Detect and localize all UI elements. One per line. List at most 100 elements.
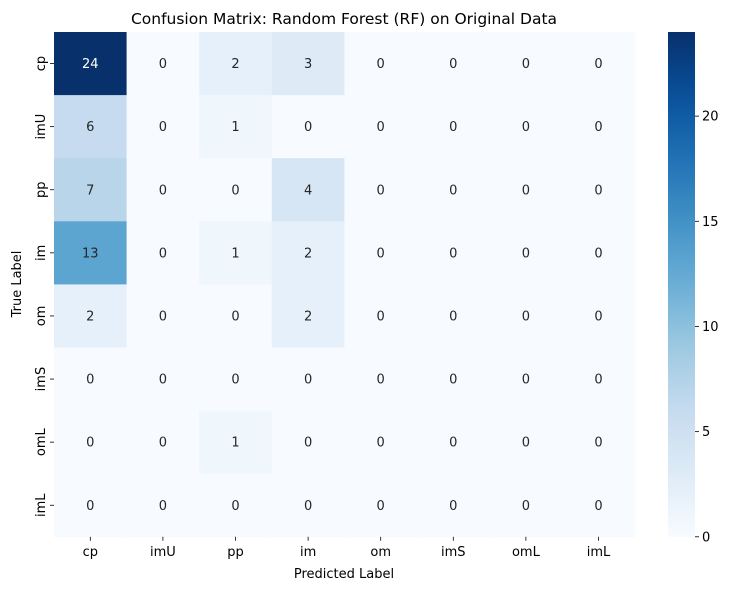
heatmap-cell xyxy=(344,95,418,159)
y-axis: cp imU pp im om imS omL imL xyxy=(34,56,54,517)
y-tick-label: imU xyxy=(34,114,49,140)
cell-value-label: 0 xyxy=(159,120,167,135)
cell-value-label: 0 xyxy=(522,120,530,135)
x-tick-label: imL xyxy=(587,545,611,560)
cell-value-label: 0 xyxy=(159,499,167,514)
heatmap-cell xyxy=(271,95,345,159)
x-tick-label: pp xyxy=(227,545,244,560)
heatmap-cell xyxy=(344,284,418,348)
cell-value-label: 0 xyxy=(377,309,385,324)
heatmap-cell xyxy=(417,347,491,412)
heatmap-cell xyxy=(126,32,200,96)
heatmap-cell xyxy=(489,410,563,475)
heatmap-cell xyxy=(199,284,273,348)
heatmap-cell xyxy=(126,158,200,222)
colorbar-tick-label: 5 xyxy=(702,425,710,440)
cell-value-label: 0 xyxy=(231,373,239,388)
heatmap-cell xyxy=(562,284,636,348)
cell-value-label: 0 xyxy=(449,120,457,135)
heatmap-cell xyxy=(562,473,636,538)
colorbar-tick-label: 15 xyxy=(702,215,719,230)
heatmap-cell xyxy=(271,158,345,222)
heatmap-cell xyxy=(199,32,273,96)
heatmap-cell xyxy=(489,221,563,285)
cell-value-label: 0 xyxy=(159,57,167,72)
cell-value-label: 0 xyxy=(522,57,530,72)
heatmap-cell xyxy=(489,95,563,159)
cell-value-label: 0 xyxy=(86,373,94,388)
heatmap-cell xyxy=(199,95,273,159)
cell-value-label: 0 xyxy=(377,120,385,135)
cell-value-label: 2 xyxy=(304,309,312,324)
heatmap-cell xyxy=(562,95,636,159)
y-tick-label: omL xyxy=(34,427,49,456)
x-axis-label: Predicted Label xyxy=(294,567,394,582)
y-tick-label: pp xyxy=(34,181,49,198)
heatmap-cell xyxy=(54,32,128,96)
cell-value-label: 0 xyxy=(377,436,385,451)
cell-value-label: 1 xyxy=(231,120,239,135)
cell-value-label: 6 xyxy=(86,120,94,135)
heatmap-cell xyxy=(126,221,200,285)
cell-value-label: 0 xyxy=(304,499,312,514)
cell-value-label: 1 xyxy=(231,436,239,451)
cell-value-label: 0 xyxy=(159,246,167,261)
cell-value-label: 0 xyxy=(231,183,239,198)
x-tick-label: im xyxy=(300,545,316,560)
heatmap-cell xyxy=(54,410,128,475)
heatmap-cell xyxy=(54,221,128,285)
cell-value-label: 0 xyxy=(449,499,457,514)
cell-value-label: 0 xyxy=(86,436,94,451)
cell-value-labels: 24 0 2 3 0 0 0 0 6 0 1 0 0 0 0 0 7 0 0 4 0 0 0 0 13 0 1 2 0 0 0 0 2 0 0 2 0 0… xyxy=(82,57,603,514)
heatmap-cell xyxy=(489,158,563,222)
cell-value-label: 0 xyxy=(377,57,385,72)
cell-value-label: 0 xyxy=(159,373,167,388)
cell-value-label: 0 xyxy=(594,499,602,514)
heatmap-cell xyxy=(271,473,345,538)
y-tick-label: imS xyxy=(34,367,49,392)
heatmap-cell xyxy=(54,95,128,159)
heatmap-cell xyxy=(344,410,418,475)
heatmap-cell xyxy=(417,410,491,475)
cell-value-label: 0 xyxy=(304,436,312,451)
heatmap-cell xyxy=(199,410,273,475)
heatmap-cell xyxy=(417,95,491,159)
cell-value-label: 0 xyxy=(377,373,385,388)
cell-value-label: 0 xyxy=(377,183,385,198)
cell-value-label: 0 xyxy=(594,246,602,261)
y-axis-label: True Label xyxy=(10,251,25,319)
cell-value-label: 0 xyxy=(522,499,530,514)
colorbar-tick-label: 20 xyxy=(702,110,719,125)
x-tick-label: imU xyxy=(150,545,176,560)
cell-value-label: 0 xyxy=(86,499,94,514)
heatmap-cell xyxy=(562,221,636,285)
cell-value-label: 3 xyxy=(304,57,312,72)
heatmap-cell xyxy=(489,347,563,412)
heatmap-cell xyxy=(199,221,273,285)
cell-value-label: 0 xyxy=(159,436,167,451)
cell-value-label: 0 xyxy=(522,309,530,324)
x-tick-label: cp xyxy=(83,545,98,560)
heatmap-cell xyxy=(54,158,128,222)
cell-value-label: 2 xyxy=(304,246,312,261)
heatmap-cell xyxy=(344,221,418,285)
heatmap-cell xyxy=(54,347,128,412)
heatmap-cell xyxy=(126,410,200,475)
heatmap-cell xyxy=(199,158,273,222)
cell-value-label: 2 xyxy=(86,309,94,324)
cell-value-label: 24 xyxy=(82,57,99,72)
colorbar-gradient xyxy=(668,32,695,537)
heatmap-cell xyxy=(271,32,345,96)
heatmap-cell xyxy=(271,347,345,412)
x-tick-label: omL xyxy=(512,545,541,560)
cell-value-label: 0 xyxy=(594,57,602,72)
heatmap-cell xyxy=(489,32,563,96)
heatmap-cell xyxy=(489,473,563,538)
heatmap-cell xyxy=(126,95,200,159)
heatmap-cell xyxy=(344,32,418,96)
x-tick-label: om xyxy=(370,545,391,560)
x-tick-label: imS xyxy=(441,545,466,560)
y-tick-label: om xyxy=(34,306,49,327)
heatmap-cell xyxy=(271,410,345,475)
cell-value-label: 0 xyxy=(231,499,239,514)
